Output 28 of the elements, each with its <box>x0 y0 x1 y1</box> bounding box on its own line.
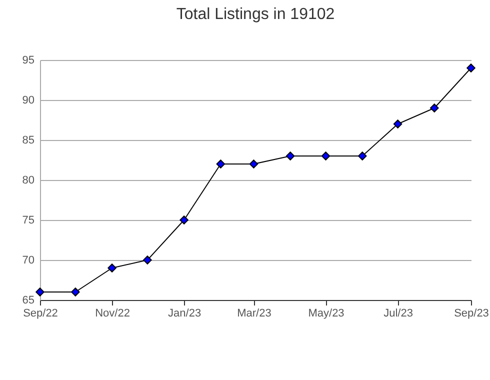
x-tick-label: May/23 <box>308 308 344 320</box>
y-tick-label: 95 <box>22 54 34 66</box>
y-tick-label: 70 <box>22 254 34 266</box>
point <box>108 264 116 272</box>
point <box>466 64 476 72</box>
point <box>180 216 188 224</box>
y-tick-label: 80 <box>22 174 34 186</box>
x-tick-label: Jan/23 <box>168 308 202 320</box>
y-tick-label: 75 <box>22 214 34 226</box>
point <box>143 256 152 264</box>
chart-title: Total Listings in 19102 <box>176 6 335 23</box>
point <box>358 152 367 160</box>
x-tick-label: Sep/23 <box>454 308 489 320</box>
x-tick-label: Mar/23 <box>237 308 272 320</box>
point <box>36 288 44 296</box>
point <box>71 288 80 296</box>
point <box>393 120 402 128</box>
point <box>321 152 330 160</box>
x-tick-label: Nov/22 <box>95 308 130 320</box>
y-tick-label: 90 <box>22 94 34 106</box>
x-tick-label: Sep/22 <box>23 308 58 320</box>
y-tick-label: 65 <box>22 294 34 306</box>
point <box>286 152 295 160</box>
point <box>430 104 439 112</box>
y-tick-label: 85 <box>22 134 34 146</box>
x-tick-label: Jul/23 <box>384 308 413 320</box>
point <box>249 160 258 168</box>
point <box>216 160 226 168</box>
